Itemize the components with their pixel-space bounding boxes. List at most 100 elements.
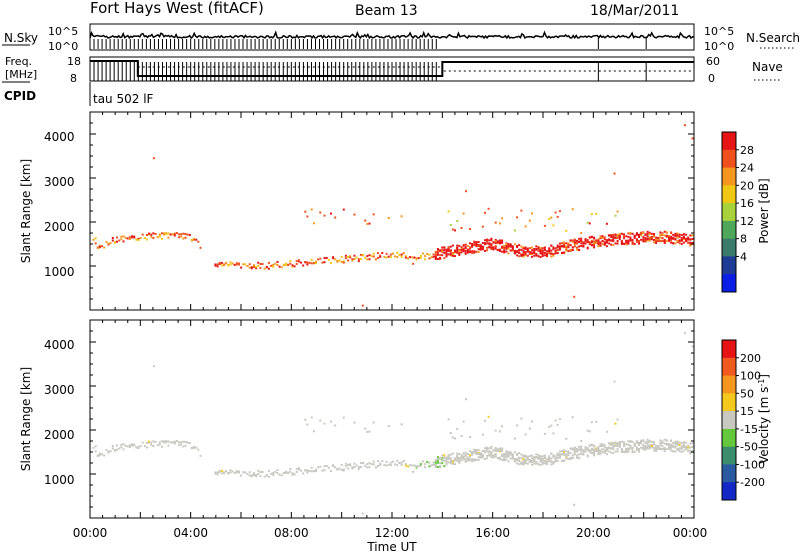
- velocity-cell: [653, 443, 655, 446]
- power-cell: [531, 252, 533, 255]
- power-cell: [156, 236, 159, 239]
- vel-y-axis-label: Slant Range [km]: [19, 367, 33, 471]
- velocity-cell: [312, 430, 315, 433]
- velocity-colorbar-segment: [722, 393, 736, 412]
- velocity-cell: [169, 441, 172, 444]
- velocity-cell: [623, 445, 625, 448]
- velocity-cell: [383, 464, 386, 467]
- power-colorbar-tick-label: 20: [740, 179, 754, 192]
- velocity-cell: [484, 447, 486, 450]
- power-cell: [248, 263, 251, 266]
- velocity-cell: [685, 446, 688, 449]
- power-cell: [616, 236, 619, 239]
- velocity-cell: [520, 456, 523, 459]
- power-cell: [676, 236, 679, 239]
- power-cell: [590, 241, 593, 244]
- velocity-colorbar-tick-label: 50: [740, 387, 754, 400]
- power-cell: [456, 244, 459, 247]
- velocity-colorbar-segment: [722, 411, 736, 430]
- velocity-cell: [173, 442, 176, 445]
- power-cell: [325, 257, 328, 259]
- velocity-cell: [531, 420, 533, 423]
- power-cell: [588, 236, 591, 239]
- velocity-cell: [689, 449, 692, 452]
- velocity-cell: [180, 441, 183, 444]
- power-cell: [359, 258, 362, 260]
- power-cell: [404, 256, 407, 259]
- velocity-cell: [558, 450, 561, 453]
- power-cell: [571, 246, 574, 249]
- power-cell: [321, 261, 324, 264]
- power-cell: [689, 244, 692, 247]
- power-cell: [567, 244, 570, 247]
- power-cell: [199, 246, 202, 249]
- power-cell: [276, 261, 279, 263]
- power-cell: [501, 250, 504, 253]
- power-cell: [554, 211, 557, 214]
- power-cell: [552, 246, 555, 249]
- power-cell: [526, 249, 529, 252]
- power-cell: [342, 208, 345, 211]
- velocity-cell: [223, 472, 225, 475]
- velocity-cell: [92, 446, 95, 449]
- velocity-cell: [323, 465, 326, 468]
- velocity-cell: [580, 450, 583, 453]
- velocity-cell: [370, 463, 373, 466]
- velocity-cell: [640, 439, 643, 442]
- velocity-cell: [674, 445, 677, 448]
- velocity-cell: [310, 470, 313, 473]
- velocity-cell: [676, 444, 679, 447]
- power-cell: [507, 245, 510, 248]
- power-cell: [494, 240, 497, 243]
- power-cell: [389, 256, 392, 259]
- power-cell: [351, 259, 354, 262]
- velocity-cell: [522, 458, 525, 461]
- velocity-cell: [588, 450, 591, 452]
- velocity-cell: [576, 456, 578, 459]
- velocity-cell: [590, 452, 593, 455]
- power-cell: [312, 222, 315, 225]
- power-cell: [372, 213, 375, 216]
- power-cell: [139, 237, 142, 240]
- power-cell: [289, 262, 292, 265]
- power-cell: [471, 245, 474, 248]
- velocity-cell: [242, 471, 245, 474]
- velocity-cell: [531, 457, 533, 460]
- velocity-cell: [663, 442, 666, 445]
- velocity-cell: [454, 458, 456, 461]
- power-cell: [451, 228, 454, 231]
- power-cell: [443, 249, 446, 251]
- power-cell: [539, 251, 542, 253]
- velocity-cell: [124, 444, 127, 447]
- power-cell: [599, 236, 602, 238]
- power-cell: [462, 247, 465, 250]
- velocity-cell: [552, 461, 555, 464]
- power-cell: [627, 232, 630, 235]
- velocity-cell: [400, 423, 403, 426]
- velocity-cell: [233, 471, 236, 474]
- velocity-cell: [152, 440, 155, 443]
- vel-ytick-3000: 3000: [44, 383, 75, 397]
- power-cell: [608, 238, 611, 241]
- power-cell: [528, 251, 531, 253]
- velocity-cell: [687, 449, 690, 452]
- power-cell: [308, 261, 311, 264]
- velocity-cell: [595, 447, 598, 450]
- power-cell: [586, 221, 589, 224]
- power-cell: [627, 241, 630, 244]
- power-cell: [368, 254, 371, 257]
- velocity-cell: [475, 458, 478, 461]
- velocity-cell: [434, 459, 437, 461]
- power-cell: [137, 237, 140, 240]
- power-cell: [588, 242, 591, 244]
- power-cell: [578, 249, 581, 252]
- velocity-cell: [434, 466, 437, 468]
- velocity-cell: [439, 457, 442, 460]
- power-cell: [481, 247, 484, 250]
- power-cell: [593, 246, 596, 249]
- power-cell: [366, 258, 369, 261]
- velocity-cell: [646, 445, 649, 448]
- power-cell: [492, 246, 495, 249]
- velocity-cell: [400, 461, 403, 464]
- velocity-cell: [456, 459, 459, 462]
